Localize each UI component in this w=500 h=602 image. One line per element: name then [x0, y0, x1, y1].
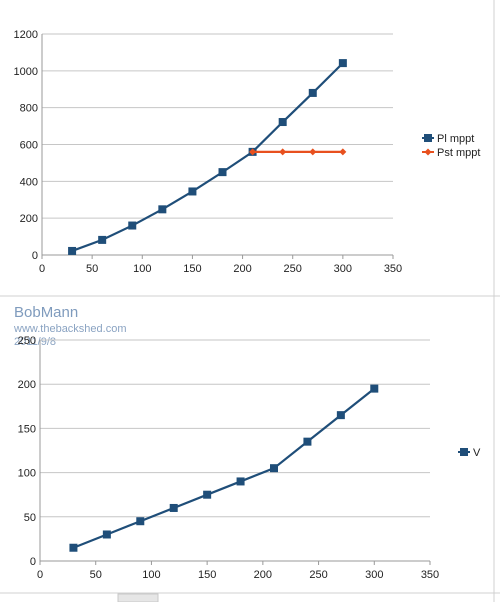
x-tick-label: 200 [233, 263, 251, 275]
series-pst-mppt [249, 148, 347, 156]
x-tick-label: 350 [384, 263, 402, 275]
series-line [71, 62, 344, 252]
data-point [279, 148, 287, 156]
y-tick-label: 0 [30, 556, 36, 568]
x-tick-label: 0 [39, 263, 45, 275]
data-point [169, 503, 178, 512]
y-tick-label: 50 [24, 512, 36, 524]
legend-marker [424, 148, 432, 156]
y-tick-label: 200 [20, 213, 38, 225]
series-line [73, 387, 375, 549]
x-tick-label: 250 [309, 569, 327, 581]
data-point [102, 530, 111, 539]
series-pl-mppt [68, 59, 347, 255]
x-tick-label: 50 [86, 263, 98, 275]
data-point [278, 118, 287, 127]
data-point [339, 148, 347, 156]
data-point [270, 464, 278, 473]
legend-label: V [473, 447, 481, 459]
x-tick-label: 0 [37, 569, 43, 581]
legend-label: Pst mppt [437, 147, 480, 159]
x-tick-label: 100 [142, 569, 160, 581]
y-tick-label: 150 [18, 423, 36, 435]
y-tick-label: 100 [18, 468, 36, 480]
legend-marker [460, 448, 468, 456]
data-point [338, 59, 347, 68]
legend-marker [424, 134, 432, 142]
chart-pl-pst-mppt: 0 200 400 600 800 1000 1200 0 50 100 150 200 250 300 3… [14, 29, 481, 275]
data-point [309, 148, 317, 156]
x-tick-label: 100 [133, 263, 151, 275]
watermark: BobMann www.thebackshed.com 2011/9/8 [13, 304, 127, 348]
x-tick-label: 150 [198, 569, 216, 581]
data-point [203, 490, 212, 499]
x-tick-label: 300 [334, 263, 352, 275]
watermark-date: 2011/9/8 [14, 336, 56, 348]
y-tick-label: 1000 [14, 66, 38, 78]
data-point [336, 411, 345, 420]
legend-entry: V [458, 447, 481, 459]
y-tick-label: 200 [18, 379, 36, 391]
data-point [136, 517, 145, 526]
data-point [68, 246, 77, 255]
x-tick-label: 200 [254, 569, 272, 581]
data-point [158, 205, 167, 214]
legend-entry: Pst mppt [422, 147, 480, 159]
y-tick-label: 400 [20, 176, 38, 188]
data-point [188, 187, 197, 196]
series-v [69, 384, 379, 552]
data-point [249, 148, 257, 156]
data-point [370, 384, 379, 393]
y-tick-label: 1200 [14, 29, 38, 41]
y-tick-label: 600 [20, 140, 38, 152]
x-tick-label: 50 [90, 569, 102, 581]
data-point [303, 437, 312, 446]
data-point [69, 543, 78, 552]
data-point [98, 235, 107, 244]
legend-entry: Pl mppt [422, 133, 474, 145]
watermark-name: BobMann [14, 304, 78, 321]
x-tick-label: 300 [365, 569, 383, 581]
data-point [308, 88, 317, 97]
y-tick-label: 0 [32, 250, 38, 262]
x-tick-label: 250 [284, 263, 302, 275]
legend-label: Pl mppt [437, 133, 474, 145]
x-tick-label: 350 [421, 569, 439, 581]
watermark-url: www.thebackshed.com [13, 323, 127, 335]
y-tick-label: 800 [20, 103, 38, 115]
x-tick-label: 150 [183, 263, 201, 275]
data-point [236, 477, 245, 486]
chart-v: 0 50 100 150 200 250 0 50 100 150 200 250 300 350 V [18, 335, 481, 581]
horizontal-scrollbar-thumb[interactable] [117, 593, 159, 602]
data-point [128, 221, 137, 230]
y-tick-label: 250 [18, 335, 36, 347]
data-point [218, 168, 227, 177]
